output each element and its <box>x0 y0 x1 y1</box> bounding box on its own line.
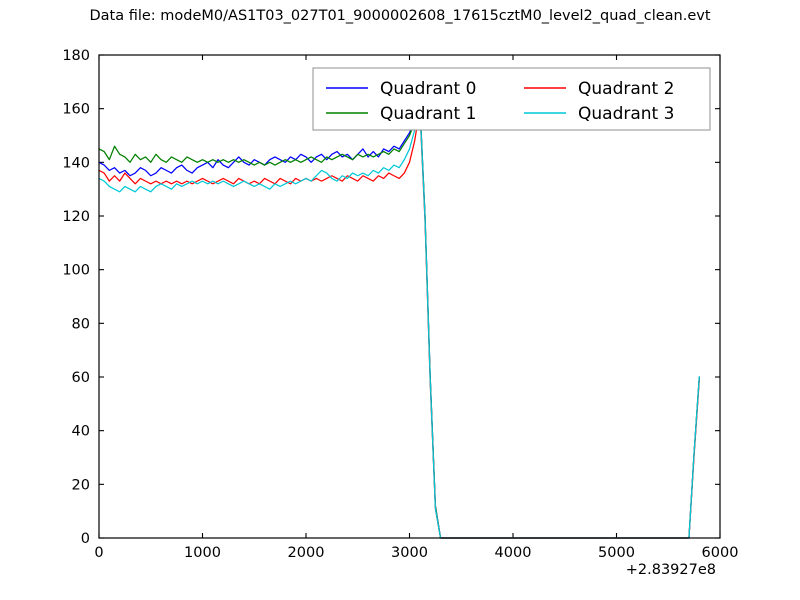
y-tick-label: 40 <box>72 424 90 440</box>
y-tick-label: 180 <box>62 48 90 64</box>
series-line <box>98 102 700 539</box>
y-tick-label: 160 <box>62 102 90 118</box>
y-tick-label: 0 <box>81 531 90 547</box>
x-tick-label: 0 <box>94 545 103 561</box>
series-line <box>98 108 700 539</box>
y-tick-label: 80 <box>72 316 90 332</box>
series-line <box>98 102 700 539</box>
legend-label: Quadrant 1 <box>380 104 476 124</box>
legend-label: Quadrant 2 <box>578 79 674 99</box>
chart-title: Data file: modeM0/AS1T03_027T01_90000026… <box>89 8 711 24</box>
y-tick-label: 120 <box>62 209 90 225</box>
legend-label: Quadrant 3 <box>578 104 674 124</box>
x-tick-label: 5000 <box>598 545 635 561</box>
legend-label: Quadrant 0 <box>380 79 476 99</box>
axis-frame <box>98 54 721 539</box>
x-tick-label: 3000 <box>391 545 428 561</box>
y-tick-label: 140 <box>62 155 90 171</box>
chart-legend: Quadrant 0 Quadrant 1 Quadrant 2 Quadrant 3 <box>312 67 711 131</box>
y-tick-label: 100 <box>62 263 90 279</box>
data-series-group <box>98 102 700 539</box>
x-tick-label: 4000 <box>495 545 532 561</box>
y-tick-label: 60 <box>72 370 90 386</box>
y-tick-label: 20 <box>72 477 90 493</box>
x-tick-label: 6000 <box>702 545 739 561</box>
axis-ticks: 0 1000 2000 3000 4000 5000 6000 0 20 40 60 80 100 120… <box>62 48 738 561</box>
x-tick-label: 1000 <box>184 545 221 561</box>
x-tick-label: 2000 <box>288 545 325 561</box>
x-axis-offset-label: +2.83927e8 <box>626 562 716 578</box>
